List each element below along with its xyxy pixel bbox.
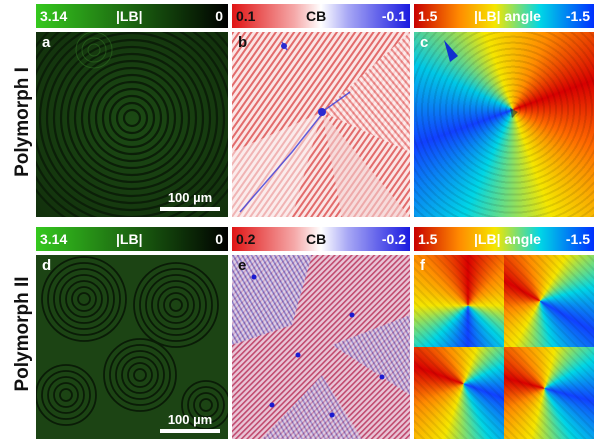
colorbar-angle-bottom-title: |LB| angle bbox=[474, 231, 541, 247]
colorbar-lb-bottom-min: 0 bbox=[215, 231, 223, 247]
panel-a-lb-image: a 100 µm bbox=[36, 32, 228, 217]
colorbar-lb-top-title: |LB| bbox=[116, 8, 143, 24]
colorbar-angle-top-max: 1.5 bbox=[418, 8, 438, 24]
colorbar-cb-top-title: CB bbox=[306, 8, 327, 24]
scale-bar-top-text: 100 µm bbox=[167, 190, 213, 205]
colorbar-angle-top: 1.5 |LB| angle -1.5 bbox=[414, 4, 594, 28]
scale-bar-top: 100 µm bbox=[160, 190, 220, 211]
colorbar-lb-top-min: 0 bbox=[215, 8, 223, 24]
colorbar-cb-top-max: 0.1 bbox=[236, 8, 256, 24]
colorbar-angle-bottom-min: -1.5 bbox=[565, 231, 590, 247]
scale-bar-bottom-text: 100 µm bbox=[167, 412, 213, 427]
colorbar-lb-top-max: 3.14 bbox=[40, 8, 68, 24]
colorbar-cb-bottom-title: CB bbox=[306, 231, 327, 247]
scale-bar-bottom-line bbox=[160, 429, 220, 433]
panel-f-domain-3 bbox=[414, 347, 504, 439]
panel-f-texture bbox=[414, 255, 594, 439]
colorbar-cb-top: 0.1 CB -0.1 bbox=[232, 4, 410, 28]
panel-a-label: a bbox=[42, 34, 51, 51]
panel-c-texture bbox=[414, 32, 594, 217]
colorbar-cb-bottom-min: -0.2 bbox=[381, 231, 406, 247]
panel-d-lb-image: d 100 µm bbox=[36, 255, 228, 439]
colorbar-angle-top-min: -1.5 bbox=[565, 8, 590, 24]
colorbar-lb-bottom-max: 3.14 bbox=[40, 231, 68, 247]
panel-e-cb-image: e bbox=[232, 255, 410, 439]
colorbar-cb-bottom: 0.2 CB -0.2 bbox=[232, 227, 410, 251]
panel-c-label: c bbox=[420, 34, 429, 51]
scale-bar-top-line bbox=[160, 207, 220, 211]
colorbar-cb-top-min: -0.1 bbox=[381, 8, 406, 24]
panel-c-angle-field bbox=[414, 32, 594, 217]
colorbar-lb-bottom-title: |LB| bbox=[116, 231, 143, 247]
panel-f-angle-image: f bbox=[414, 255, 594, 439]
colorbar-angle-top-title: |LB| angle bbox=[474, 8, 541, 24]
scale-bar-bottom: 100 µm bbox=[160, 412, 220, 433]
colorbar-angle-bottom-max: 1.5 bbox=[418, 231, 438, 247]
panel-f-domain-1 bbox=[414, 255, 504, 347]
panel-e-label: e bbox=[238, 257, 247, 274]
row-label-polymorph-1: Polymorph I bbox=[12, 67, 33, 177]
panel-f-domain-4 bbox=[504, 347, 594, 439]
colorbar-lb-bottom: 3.14 |LB| 0 bbox=[36, 227, 228, 251]
panel-b-cb-image: b bbox=[232, 32, 410, 217]
panel-f-domain-2 bbox=[504, 255, 594, 347]
colorbar-cb-bottom-max: 0.2 bbox=[236, 231, 256, 247]
panel-c-angle-image: c bbox=[414, 32, 594, 217]
row-label-polymorph-2: Polymorph II bbox=[12, 276, 33, 392]
panel-d-label: d bbox=[42, 257, 52, 274]
colorbar-angle-bottom: 1.5 |LB| angle -1.5 bbox=[414, 227, 594, 251]
panel-f-label: f bbox=[420, 257, 425, 274]
panel-b-label: b bbox=[238, 34, 248, 51]
colorbar-lb-top: 3.14 |LB| 0 bbox=[36, 4, 228, 28]
